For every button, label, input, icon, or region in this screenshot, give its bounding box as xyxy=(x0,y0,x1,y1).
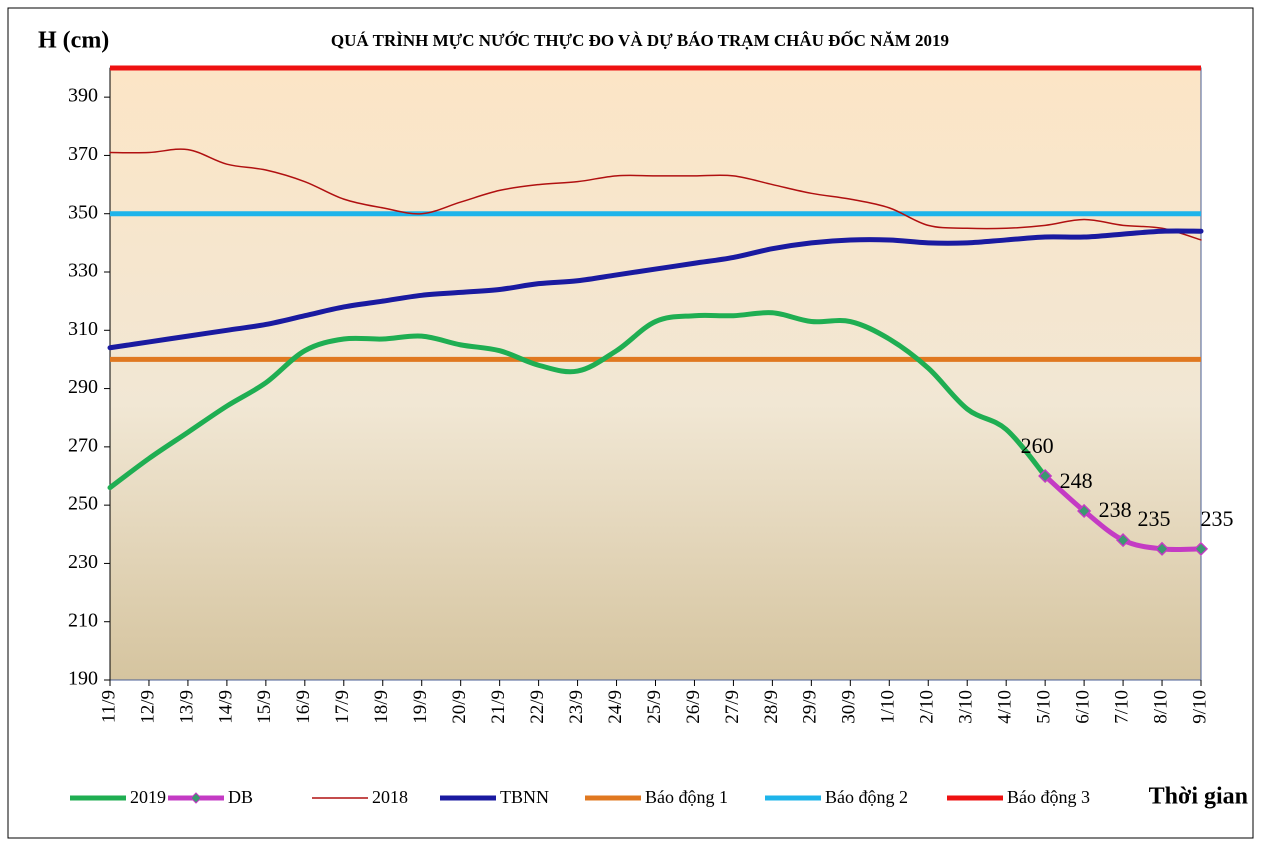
legend-label: 2018 xyxy=(372,787,408,807)
x-tick-label: 21/9 xyxy=(488,690,509,724)
x-tick-label: 3/10 xyxy=(956,690,977,724)
x-tick-label: 5/10 xyxy=(1034,690,1055,724)
x-tick-label: 30/9 xyxy=(839,690,860,724)
x-tick-label: 18/9 xyxy=(371,690,392,724)
data-label: 238 xyxy=(1099,497,1132,522)
x-tick-label: 16/9 xyxy=(293,690,314,724)
plot-area xyxy=(109,67,1202,681)
series-line xyxy=(107,310,1048,491)
x-tick-label: 15/9 xyxy=(254,690,275,724)
point-marker xyxy=(1038,468,1053,484)
data-label: 235 xyxy=(1138,506,1171,531)
x-tick-label: 17/9 xyxy=(332,690,353,724)
y-tick-label: 210 xyxy=(68,609,98,631)
y-tick-label: 330 xyxy=(68,260,98,282)
x-tick-label: 2/10 xyxy=(917,690,938,724)
data-label: 235 xyxy=(1201,506,1234,531)
x-tick-label: 26/9 xyxy=(683,690,704,724)
x-tick-label: 14/9 xyxy=(215,690,236,724)
y-tick-label: 390 xyxy=(68,85,98,107)
x-tick-label: 24/9 xyxy=(605,690,626,724)
x-tick-label: 13/9 xyxy=(176,690,197,724)
x-tick-label: 29/9 xyxy=(800,690,821,724)
x-tick-label: 11/9 xyxy=(98,690,119,723)
series-line xyxy=(107,228,1204,351)
legend-label: TBNN xyxy=(500,787,549,807)
y-tick-label: 190 xyxy=(68,668,98,690)
x-axis-label: Thời gian xyxy=(1149,784,1248,810)
point-marker xyxy=(1154,541,1170,556)
x-tick-label: 6/10 xyxy=(1072,690,1093,724)
y-tick-label: 250 xyxy=(68,493,98,515)
x-tick-label: 8/10 xyxy=(1150,690,1171,724)
point-marker xyxy=(1193,541,1209,556)
x-tick-label: 7/10 xyxy=(1111,690,1132,724)
legend-label: Báo động 1 xyxy=(645,787,728,807)
x-tick-label: 1/10 xyxy=(878,690,899,724)
x-tick-label: 25/9 xyxy=(644,690,665,724)
x-tick-label: 19/9 xyxy=(410,690,431,724)
y-tick-label: 270 xyxy=(68,434,98,456)
legend-label: 2019 xyxy=(130,787,166,807)
y-tick-label: 310 xyxy=(68,318,98,340)
x-tick-label: 23/9 xyxy=(566,690,587,724)
data-label: 260 xyxy=(1021,433,1054,458)
y-tick-label: 290 xyxy=(68,376,98,398)
point-marker xyxy=(1077,503,1092,519)
legend-label: Báo động 3 xyxy=(1007,787,1090,807)
y-tick-label: 370 xyxy=(68,143,98,165)
x-tick-label: 28/9 xyxy=(761,690,782,724)
point-marker xyxy=(1116,533,1131,548)
chart-title: QUÁ TRÌNH MỰC NƯỚC THỰC ĐO VÀ DỰ BÁO TRẠ… xyxy=(331,30,949,50)
x-tick-label: 22/9 xyxy=(527,690,548,724)
legend-label: Báo động 2 xyxy=(825,787,908,807)
y-tick-label: 350 xyxy=(68,201,98,223)
legend-marker xyxy=(190,792,202,804)
series-line xyxy=(109,148,1202,241)
y-tick-label: 230 xyxy=(68,551,98,573)
x-tick-label: 27/9 xyxy=(722,690,743,724)
x-tick-label: 4/10 xyxy=(995,690,1016,724)
x-tick-label: 12/9 xyxy=(137,690,158,724)
legend-label: DB xyxy=(228,787,253,807)
y-axis-label: H (cm) xyxy=(38,28,109,54)
x-tick-label: 20/9 xyxy=(449,690,470,724)
data-label: 248 xyxy=(1060,468,1093,493)
x-tick-label: 9/10 xyxy=(1189,690,1210,724)
